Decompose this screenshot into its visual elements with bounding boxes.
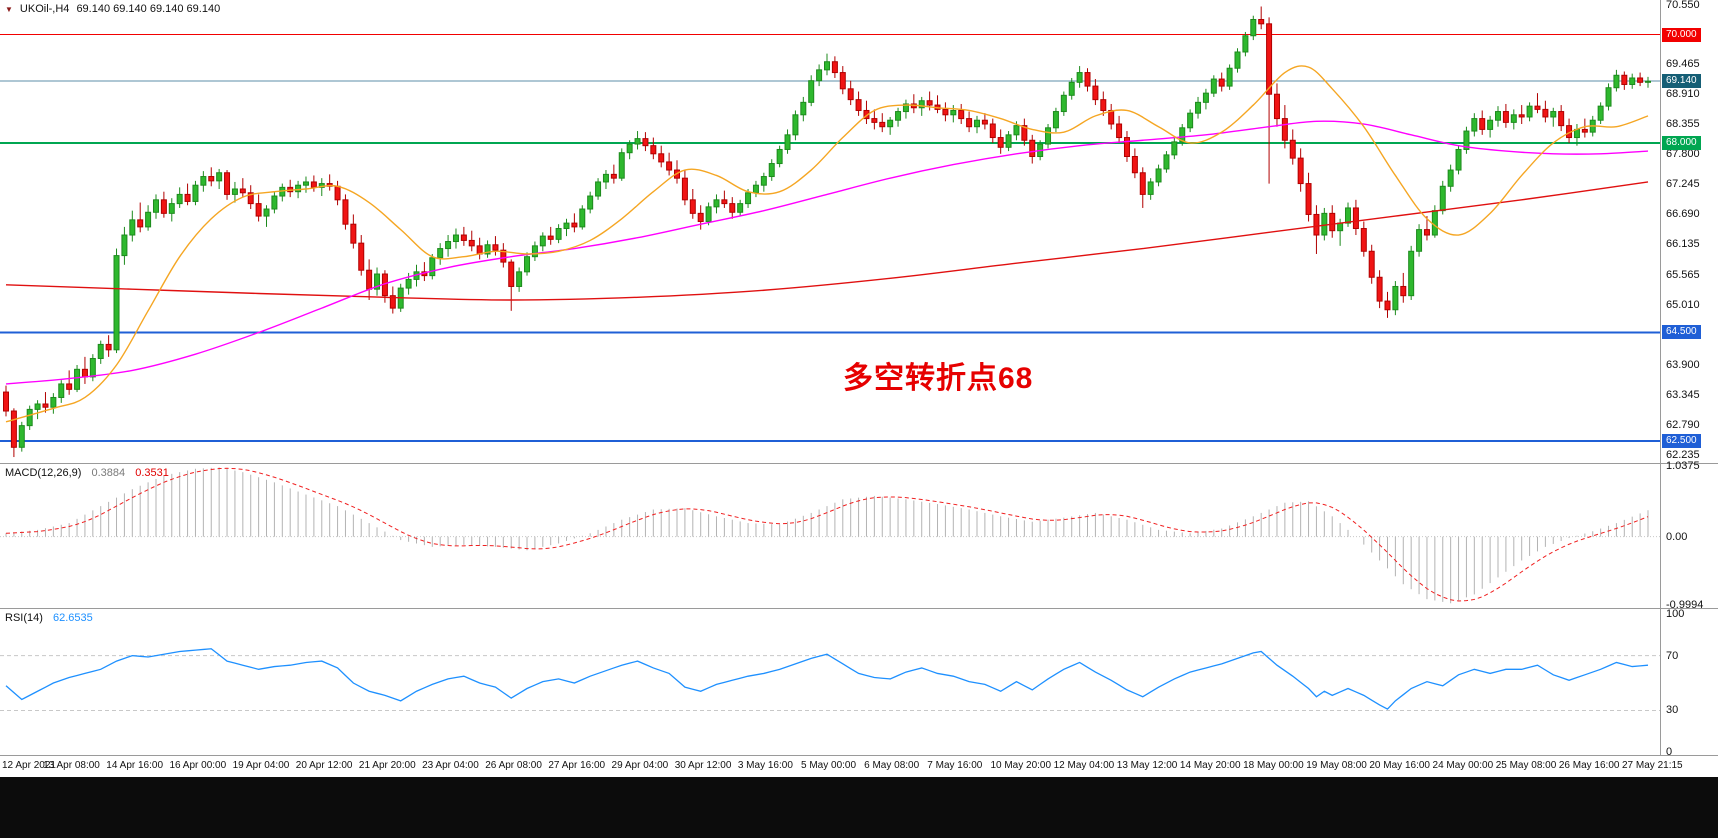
ohlc-quotes: 69.140 69.140 69.140 69.140 (76, 3, 221, 15)
rsi-line (5, 648, 1649, 710)
annotation-text: 多空转折点68 (843, 362, 1034, 395)
date-label: 10 May 20:00 (990, 760, 1052, 771)
date-label: 30 Apr 12:00 (674, 760, 732, 771)
macd-label: MACD(12,26,9) 0.3884 0.3531 (5, 467, 169, 479)
date-label: 23 Apr 04:00 (422, 760, 479, 771)
macd-value-main: 0.3884 (91, 467, 126, 479)
panel-separator (0, 755, 1718, 756)
price-badge: 64.500 (1662, 325, 1701, 340)
price-badge: 69.140 (1662, 74, 1701, 89)
time-axis[interactable]: 12 Apr 2021 13 Apr 08:00 14 Apr 16:00 16 Ap… (0, 757, 1718, 776)
date-label: 13 May 12:00 (1116, 760, 1178, 771)
date-label: 29 Apr 04:00 (611, 760, 669, 771)
date-label: 7 May 16:00 (927, 760, 983, 771)
date-label: 16 Apr 00:00 (169, 760, 227, 771)
candles-group (3, 6, 1651, 458)
rsi-label: RSI(14) 62.6535 (5, 612, 93, 624)
macd-signal-line (5, 467, 1649, 602)
macd-value-signal: 0.3531 (135, 467, 169, 479)
date-label: 6 May 08:00 (864, 760, 920, 771)
rsi-panel[interactable]: RSI(14) 62.6535 (0, 609, 1660, 755)
macd-histogram (5, 467, 1649, 604)
price-tick-label: 69.465 (1666, 57, 1700, 70)
ma-fast-line (5, 65, 1649, 423)
rsi-tick-label: 0 (1666, 745, 1673, 758)
macd-panel[interactable]: MACD(12,26,9) 0.3884 0.3531 (0, 464, 1660, 608)
price-tick-label: 70.550 (1666, 0, 1700, 11)
rsi-name: RSI(14) (5, 612, 43, 624)
symbol-timeframe: UKOil-,H4 (19, 3, 70, 15)
price-axis[interactable]: 70.550 69.465 68.910 68.355 67.800 67.245 66.6… (1661, 0, 1718, 776)
date-label: 14 May 20:00 (1179, 760, 1241, 771)
date-label: 20 Apr 12:00 (295, 760, 353, 771)
rsi-value: 62.6535 (52, 612, 93, 624)
rsi-tick-label: 70 (1666, 649, 1679, 662)
date-label: 20 May 16:00 (1369, 760, 1430, 771)
macd-name: MACD(12,26,9) (5, 467, 82, 479)
candlestick-chart[interactable] (0, 0, 1660, 463)
macd-tick-label: 0.00 (1666, 530, 1688, 543)
price-tick-label: 68.910 (1666, 87, 1700, 100)
date-label: 19 Apr 04:00 (232, 760, 290, 771)
date-label: 12 May 04:00 (1053, 760, 1115, 771)
date-label: 12 Apr 2021 (2, 760, 56, 771)
rsi-tick-label: 30 (1666, 704, 1679, 717)
price-badge: 68.000 (1662, 135, 1701, 150)
symbol-marker-icon: ▼ (5, 4, 13, 14)
date-label: 14 Apr 16:00 (106, 760, 164, 771)
ma-mid-line (5, 120, 1649, 385)
ma-slow-line (5, 181, 1649, 301)
price-badge: 70.000 (1662, 27, 1701, 42)
price-tick-label: 65.010 (1666, 298, 1700, 311)
macd-tick-label: 1.0375 (1666, 460, 1700, 473)
chart-title: ▼ UKOil-,H4 69.140 69.140 69.140 69.140 (5, 3, 220, 15)
price-badge: 62.500 (1662, 433, 1701, 448)
date-label: 27 May 21:15 (1622, 760, 1683, 771)
price-tick-label: 63.345 (1666, 389, 1700, 402)
price-tick-label: 67.245 (1666, 177, 1700, 190)
price-tick-label: 66.690 (1666, 207, 1700, 220)
rsi-chart[interactable] (0, 609, 1660, 755)
date-label: 5 May 00:00 (801, 760, 857, 771)
date-label: 24 May 00:00 (1432, 760, 1494, 771)
rsi-tick-label: 100 (1666, 608, 1685, 621)
date-label: 26 May 16:00 (1558, 760, 1620, 771)
price-tick-label: 65.565 (1666, 268, 1700, 281)
macd-chart[interactable] (0, 464, 1660, 608)
price-tick-label: 62.235 (1666, 449, 1700, 462)
main-chart-panel[interactable]: ▼ UKOil-,H4 69.140 69.140 69.140 69.140 … (0, 0, 1660, 463)
date-label: 18 May 00:00 (1243, 760, 1304, 771)
date-label: 3 May 16:00 (737, 760, 793, 771)
date-label: 25 May 08:00 (1495, 760, 1557, 771)
date-label: 19 May 08:00 (1306, 760, 1367, 771)
date-label: 26 Apr 08:00 (485, 760, 542, 771)
date-label: 27 Apr 16:00 (548, 760, 606, 771)
date-label: 13 Apr 08:00 (43, 760, 100, 771)
panel-separator[interactable] (0, 608, 1718, 609)
price-tick-label: 62.790 (1666, 419, 1700, 432)
price-tick-label: 66.135 (1666, 237, 1700, 250)
panel-separator[interactable] (0, 463, 1718, 464)
bottom-bar (0, 777, 1718, 838)
price-tick-label: 68.355 (1666, 117, 1700, 130)
price-axis-separator (1660, 0, 1661, 756)
price-tick-label: 63.900 (1666, 358, 1700, 371)
price-tick-label: 67.800 (1666, 147, 1700, 160)
macd-tick-label: -0.9994 (1666, 598, 1704, 611)
date-label: 21 Apr 20:00 (358, 760, 416, 771)
